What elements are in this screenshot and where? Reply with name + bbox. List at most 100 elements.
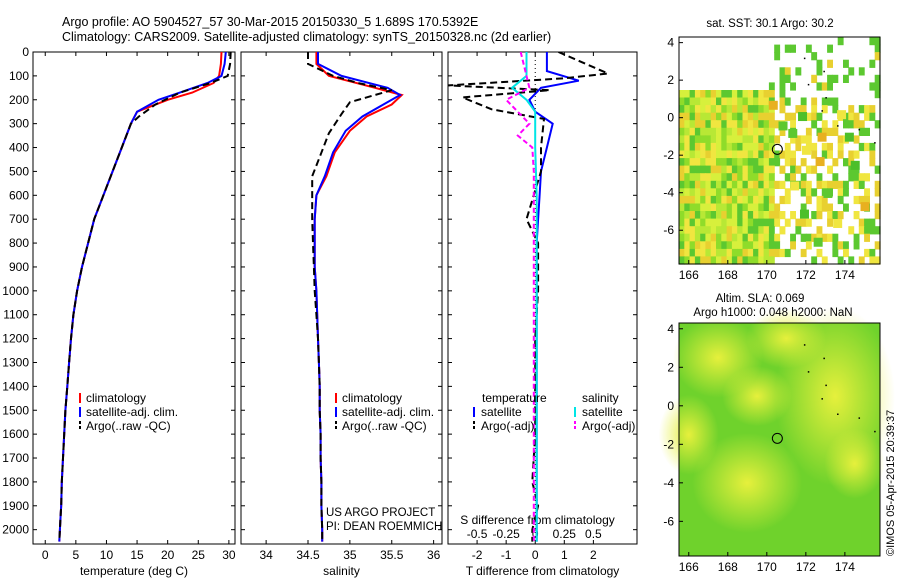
- sst-tile: [813, 237, 823, 247]
- sst-cell: [758, 248, 765, 258]
- y-tick-label: 1100: [3, 308, 29, 322]
- sst-cell: [784, 188, 791, 197]
- sst-cell: [874, 44, 881, 53]
- sst-cell: [832, 180, 839, 189]
- sst-cell: [763, 135, 770, 144]
- sst-cell: [721, 150, 728, 159]
- sst-cell: [811, 150, 818, 159]
- sst-cell: [753, 90, 759, 99]
- sst-cell: [731, 120, 738, 129]
- sst-cell: [790, 173, 796, 182]
- map-y-tick-label: -4: [663, 476, 674, 490]
- sst-cell: [864, 105, 870, 114]
- sst-cell: [737, 180, 744, 189]
- sst-cell: [742, 241, 749, 250]
- coast-dot: [807, 371, 810, 373]
- argo-position-marker: [771, 143, 783, 155]
- sst-cell: [858, 173, 865, 182]
- sst-cell: [705, 248, 712, 258]
- sst-cell: [816, 248, 823, 258]
- sst-cell: [843, 59, 849, 68]
- sst-cell: [700, 211, 707, 220]
- sst-cell: [816, 112, 823, 121]
- sst-cell: [784, 218, 791, 227]
- sst-cell: [731, 173, 738, 182]
- sst-cell: [800, 248, 807, 258]
- sst-cell: [747, 188, 754, 197]
- sst-cell: [768, 188, 775, 197]
- sst-cell: [731, 127, 738, 136]
- sst-cell: [679, 248, 685, 258]
- sst-cell: [700, 105, 707, 114]
- sst-cell: [848, 67, 855, 76]
- sst-cell: [700, 165, 707, 174]
- sst-cell: [779, 180, 786, 189]
- sst-cell: [790, 82, 796, 91]
- sst-cell: [684, 158, 691, 167]
- sst-cell: [763, 195, 770, 205]
- sst-cell: [684, 97, 691, 106]
- sst-cell: [763, 112, 770, 121]
- sst-cell: [721, 188, 728, 197]
- sst-cell: [790, 112, 796, 121]
- sst-cell: [763, 211, 770, 220]
- sst-cell: [811, 74, 818, 83]
- legend-label: Argo(-adj): [582, 419, 635, 433]
- sst-cell: [737, 188, 744, 197]
- sst-cell: [747, 233, 754, 242]
- sst-cell: [790, 241, 796, 250]
- sst-cell: [758, 256, 765, 265]
- sst-cell: [731, 142, 738, 152]
- map-y-tick-label: -2: [663, 148, 674, 162]
- sst-cell: [763, 218, 770, 227]
- sst-cell: [710, 248, 717, 258]
- sst-cell: [816, 59, 823, 68]
- sst-cell: [689, 120, 696, 129]
- sst-cell: [679, 90, 685, 99]
- sst-cell: [843, 203, 849, 212]
- series-line-4: [504, 52, 535, 542]
- sst-cell: [790, 135, 796, 144]
- sst-cell: [710, 226, 717, 235]
- legend-label: satellite-adj. clim.: [342, 405, 434, 419]
- sst-cell: [837, 135, 844, 144]
- map-y-tick-label: -2: [663, 437, 674, 451]
- sst-cell: [710, 150, 717, 159]
- sst-cell: [753, 248, 759, 258]
- sst-cell: [858, 105, 865, 114]
- coast-dot: [837, 413, 839, 416]
- sst-cell: [737, 127, 744, 136]
- map-x-tick-label: 168: [718, 268, 738, 282]
- sst-cell: [705, 97, 712, 106]
- sst-cell: [721, 127, 728, 136]
- sst-cell: [710, 127, 717, 136]
- sst-cell: [684, 241, 691, 250]
- sst-cell: [864, 226, 870, 235]
- sst-cell: [763, 90, 770, 99]
- y-tick-label: 1200: [2, 332, 29, 346]
- sst-cell: [848, 226, 855, 235]
- sst-cell: [805, 44, 812, 53]
- sst-cell: [689, 188, 696, 197]
- sst-cell: [689, 150, 696, 159]
- sst-cell: [705, 195, 712, 205]
- sst-tile: [837, 110, 847, 120]
- sst-cell: [864, 195, 870, 205]
- sst-cell: [768, 120, 775, 129]
- sst-cell: [689, 218, 696, 227]
- sst-cell: [827, 233, 833, 242]
- sst-cell: [853, 112, 860, 121]
- sst-cell: [726, 120, 733, 129]
- sst-cell: [816, 67, 823, 76]
- sst-cell: [768, 150, 775, 159]
- coast-dot: [825, 384, 827, 387]
- sst-cell: [689, 195, 696, 205]
- sst-cell: [705, 120, 712, 129]
- sst-cell: [837, 256, 844, 265]
- sst-cell: [742, 105, 749, 114]
- sla-blob: [722, 366, 793, 427]
- coast-dot: [823, 70, 825, 73]
- sst-cell: [694, 105, 701, 114]
- sst-cell: [726, 150, 733, 159]
- sst-cell: [858, 127, 865, 136]
